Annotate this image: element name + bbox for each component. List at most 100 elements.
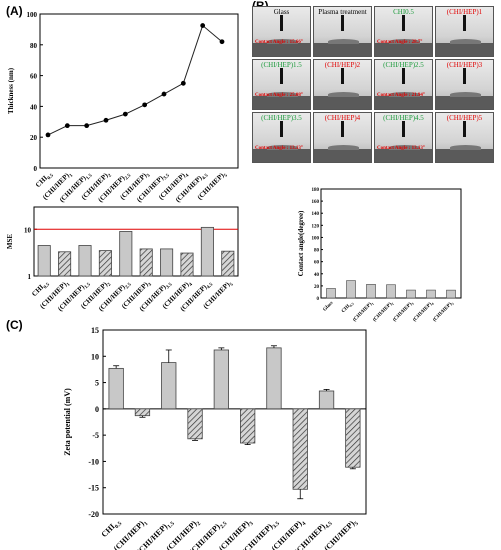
contact-angle-photo: (CHI/HEP)1 — [435, 6, 494, 57]
contact-y-tick-label: 140 — [312, 212, 320, 217]
photo-surface — [314, 149, 371, 162]
contact-angle-photo: (CHI/HEP)4.5 Contact Angle : 13.13° — [374, 112, 433, 163]
mse-bar — [139, 248, 153, 277]
thickness-data-point — [45, 132, 51, 138]
photo-surface — [436, 96, 493, 109]
panel-label-c: (C) — [6, 318, 23, 332]
contact-photo-label: (CHI/HEP)3.5 — [261, 114, 302, 122]
thickness-y-tick-label: 80 — [30, 42, 38, 50]
zeta-y-tick-label: 0 — [95, 405, 99, 414]
zeta-y-tick-label: 15 — [91, 326, 99, 335]
mse-bar — [160, 248, 174, 277]
photo-surface — [314, 96, 371, 109]
thickness-y-tick-label: 0 — [34, 165, 38, 173]
mse-bar — [58, 251, 72, 277]
photo-needle — [402, 68, 405, 84]
contact-x-tick-label: CHI0.5 — [341, 301, 355, 315]
photo-needle — [463, 15, 466, 31]
mse-bar — [98, 250, 112, 277]
photo-surface — [436, 149, 493, 162]
zeta-y-tick-label: -15 — [88, 484, 99, 493]
thickness-data-point — [64, 123, 70, 129]
contact-angle-photo: (CHI/HEP)4 — [313, 112, 372, 163]
thickness-plot-frame — [39, 13, 239, 169]
zeta-bar — [292, 408, 308, 490]
contact-photo-label: Plasma treatment — [318, 8, 367, 16]
contact-x-tick-label: Glass — [323, 301, 335, 313]
zeta-bar — [134, 408, 151, 417]
photo-needle — [341, 121, 344, 137]
zeta-y-tick-label: -10 — [88, 457, 99, 466]
contact-angle-photo: (CHI/HEP)5 — [435, 112, 494, 163]
thickness-data-point — [103, 117, 109, 123]
photo-surface — [436, 43, 493, 56]
zeta-y-axis-title: Zeta potential (mV) — [63, 388, 72, 456]
thickness-y-axis-title: Thickness (nm) — [7, 67, 15, 114]
zeta-bar — [345, 408, 361, 468]
thickness-y-tick-label: 20 — [30, 134, 38, 142]
zeta-bar — [240, 408, 256, 444]
thickness-data-point — [200, 23, 206, 28]
mse-y-tick-label: 1 — [28, 273, 32, 281]
mse-bar — [221, 250, 235, 277]
contact-angle-photo: (CHI/HEP)3 — [435, 59, 494, 110]
mse-bar — [37, 245, 51, 277]
photo-surface — [253, 96, 310, 109]
photo-drop — [389, 92, 420, 97]
photo-drop — [450, 145, 481, 150]
photo-drop — [389, 39, 420, 44]
contact-photo-label: (CHI/HEP)4 — [324, 114, 361, 122]
contact-bar — [446, 289, 456, 299]
contact-angle-photo: (CHI/HEP)1.5 Contact Angle : 25.08° — [252, 59, 311, 110]
contact-y-tick-label: 100 — [312, 236, 320, 241]
zeta-bar — [266, 347, 282, 410]
contact-photo-label: Glass — [273, 8, 290, 16]
photo-surface — [375, 43, 432, 56]
zeta-bar — [187, 408, 203, 440]
contact-angle-photo-grid: Glass Contact Angle : 15.66° Plasma treatm… — [252, 6, 496, 164]
contact-y-tick-label: 20 — [314, 285, 320, 290]
zeta-bar — [108, 367, 124, 410]
contact-angle-value: Contact Angle : 13.13° — [255, 146, 303, 151]
zeta-bar — [213, 349, 229, 410]
photo-drop — [267, 145, 298, 150]
contact-y-tick-label: 160 — [312, 200, 320, 205]
contact-angle-photo: (CHI/HEP)3.5 Contact Angle : 13.13° — [252, 112, 311, 163]
photo-surface — [375, 149, 432, 162]
thickness-y-tick-label: 100 — [27, 11, 38, 19]
contact-angle-photo: Plasma treatment — [313, 6, 372, 57]
photo-needle — [280, 121, 283, 137]
contact-photo-label: CHI0.5 — [393, 8, 414, 16]
photo-needle — [341, 68, 344, 84]
thickness-data-point — [142, 102, 148, 108]
photo-surface — [314, 43, 371, 56]
contact-photo-label: (CHI/HEP)4.5 — [383, 114, 424, 122]
contact-angle-value: Contact Angle : 25.08° — [255, 93, 303, 98]
contact-photo-label: (CHI/HEP)2 — [324, 61, 361, 69]
mse-bar — [119, 231, 133, 277]
zeta-y-tick-label: 5 — [95, 379, 99, 388]
thickness-series-line — [47, 24, 223, 136]
photo-surface — [253, 43, 310, 56]
contact-angle-photo: CHI0.5 Contact Angle : 28.7° — [374, 6, 433, 57]
photo-needle — [341, 15, 344, 31]
contact-photo-label: (CHI/HEP)2.5 — [383, 61, 424, 69]
contact-bar — [426, 289, 436, 299]
contact-angle-value: Contact Angle : 21.94° — [377, 93, 425, 98]
photo-needle — [402, 15, 405, 31]
contact-bar — [386, 284, 396, 299]
photo-drop — [328, 92, 359, 97]
contact-bar — [366, 284, 376, 299]
photo-needle — [402, 121, 405, 137]
contact-angle-photo: Glass Contact Angle : 15.66° — [252, 6, 311, 57]
mse-bar — [78, 245, 92, 277]
photo-drop — [450, 92, 481, 97]
contact-photo-label: (CHI/HEP)1 — [446, 8, 483, 16]
contact-bar — [406, 289, 416, 299]
zeta-bar — [318, 390, 335, 410]
photo-surface — [253, 149, 310, 162]
